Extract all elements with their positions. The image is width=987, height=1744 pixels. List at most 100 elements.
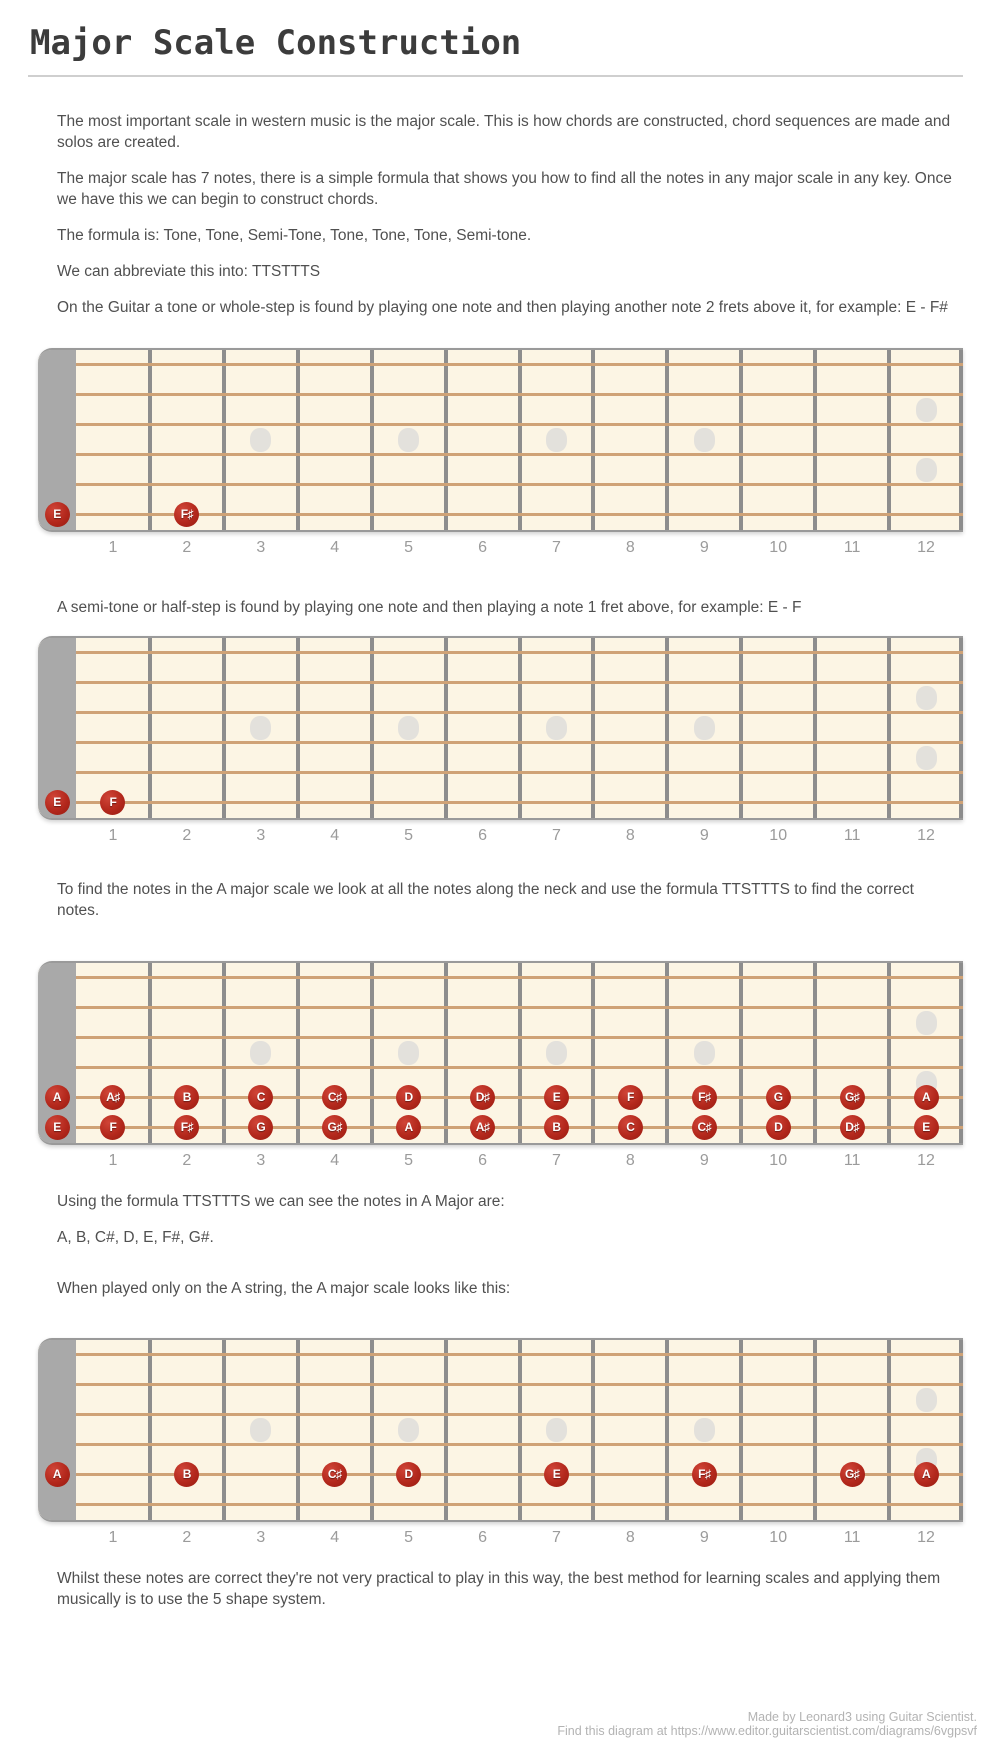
fret-line xyxy=(147,963,152,1143)
paragraph-abbreviation: We can abbreviate this into: TTSTTTS xyxy=(57,263,321,280)
note-marker: A xyxy=(396,1115,422,1140)
inlay-dot-icon xyxy=(693,715,715,740)
inlay-dot-icon xyxy=(250,715,272,740)
note-marker: F♯ xyxy=(691,1085,717,1110)
fretboard-nut xyxy=(38,638,76,818)
fretboard-diagram-tone-example: E F♯ 1 2 3 4 5 6 7 8 9 10 11 12 xyxy=(38,348,963,566)
fret-number: 12 xyxy=(917,827,935,844)
note-marker: A xyxy=(913,1085,939,1110)
fret-line xyxy=(959,963,963,1143)
string-line xyxy=(76,1126,963,1129)
fret-line xyxy=(739,638,744,818)
string-line xyxy=(76,1036,963,1039)
fret-number: 8 xyxy=(625,539,635,556)
fret-line xyxy=(813,350,818,530)
note-marker: A♯ xyxy=(470,1115,496,1140)
fret-number: 4 xyxy=(330,1529,340,1546)
fret-number: 7 xyxy=(552,827,561,844)
inlay-dot-icon xyxy=(250,1040,272,1065)
fret-line xyxy=(665,963,670,1143)
page-title: Major Scale Construction xyxy=(30,23,522,63)
fret-number: 6 xyxy=(478,1529,487,1546)
note-marker: A xyxy=(44,1462,70,1487)
fret-line xyxy=(813,1340,818,1520)
fret-line xyxy=(295,1340,300,1520)
inlay-dot-icon xyxy=(398,715,420,740)
fret-line xyxy=(295,963,300,1143)
note-marker: F xyxy=(100,1115,126,1140)
note-marker: C♯ xyxy=(322,1462,348,1487)
fret-number-row: 1 2 3 4 5 6 7 8 9 10 11 12 xyxy=(38,820,963,854)
fret-number: 5 xyxy=(404,1152,414,1169)
fret-line xyxy=(665,1340,670,1520)
fret-line xyxy=(221,963,226,1143)
fret-number: 3 xyxy=(256,539,266,556)
paragraph-a-string-only: When played only on the A string, the A … xyxy=(57,1280,511,1297)
fret-number: 5 xyxy=(404,1529,414,1546)
fret-line xyxy=(591,350,596,530)
fretboard: A B C♯ D E F♯ G♯ A xyxy=(38,1338,963,1522)
fret-line xyxy=(813,638,818,818)
fret-number: 4 xyxy=(330,1152,340,1169)
inlay-dot-icon xyxy=(693,1040,715,1065)
note-marker: B xyxy=(174,1462,200,1487)
note-marker: G♯ xyxy=(839,1085,865,1110)
paragraph-formula: The formula is: Tone, Tone, Semi-Tone, T… xyxy=(57,227,532,244)
fret-number: 1 xyxy=(108,827,118,844)
note-marker: E xyxy=(543,1085,569,1110)
inlay-dot-icon xyxy=(545,427,567,452)
note-marker: A xyxy=(44,1085,70,1110)
fretboard: A A♯ B C C♯ D D♯ E F F♯ G G♯ A E F F♯ G G♯ A A♯ B C C♯ D D♯ E xyxy=(38,961,963,1145)
fret-number-row: 1 2 3 4 5 6 7 8 9 10 11 12 xyxy=(38,532,963,566)
fret-number: 11 xyxy=(843,539,861,556)
note-marker: G♯ xyxy=(839,1462,865,1487)
fret-line xyxy=(591,638,596,818)
note-marker: E xyxy=(913,1115,939,1140)
title-divider xyxy=(28,75,963,77)
fret-number: 6 xyxy=(478,827,487,844)
fret-number: 2 xyxy=(182,539,192,556)
note-marker: C xyxy=(617,1115,643,1140)
fret-line xyxy=(517,638,522,818)
string-line xyxy=(76,976,963,979)
inlay-dot-icon xyxy=(915,1387,937,1412)
fret-number: 7 xyxy=(552,539,561,556)
note-marker: A♯ xyxy=(100,1085,126,1110)
string-line xyxy=(76,1413,963,1416)
fretboard-diagram-semitone-example: E F 1 2 3 4 5 6 7 8 9 10 11 12 xyxy=(38,636,963,854)
note-marker: D♯ xyxy=(839,1115,865,1140)
fret-number: 5 xyxy=(404,539,414,556)
paragraph-tone-example: On the Guitar a tone or whole-step is fo… xyxy=(57,299,948,316)
string-line xyxy=(76,1383,963,1386)
fret-number-row: 1 2 3 4 5 6 7 8 9 10 11 12 xyxy=(38,1145,963,1179)
note-marker: C♯ xyxy=(691,1115,717,1140)
page-footer: Made by Leonard3 using Guitar Scientist.… xyxy=(557,1710,977,1738)
inlay-dot-icon xyxy=(545,1040,567,1065)
fret-number: 12 xyxy=(917,1152,935,1169)
fret-line xyxy=(147,1340,152,1520)
fret-line xyxy=(959,350,963,530)
fret-number: 7 xyxy=(552,1529,561,1546)
fret-number: 10 xyxy=(769,827,788,844)
note-marker: G xyxy=(765,1085,791,1110)
fret-line xyxy=(443,963,448,1143)
note-marker: B xyxy=(174,1085,200,1110)
string-line xyxy=(76,801,963,804)
fret-number: 2 xyxy=(182,1529,192,1546)
fret-line xyxy=(443,1340,448,1520)
inlay-dot-icon xyxy=(545,1417,567,1442)
fret-line xyxy=(147,350,152,530)
note-marker: F♯ xyxy=(691,1462,717,1487)
fret-line xyxy=(369,350,374,530)
string-line xyxy=(76,1473,963,1476)
footer-made-by: Made by Leonard3 using Guitar Scientist. xyxy=(747,1710,977,1724)
inlay-dot-icon xyxy=(398,1417,420,1442)
fret-number: 1 xyxy=(108,539,118,556)
fret-number: 1 xyxy=(108,1152,118,1169)
fret-number: 12 xyxy=(917,539,935,556)
fret-number: 9 xyxy=(699,539,709,556)
string-line xyxy=(76,771,963,774)
fret-number: 3 xyxy=(256,827,266,844)
fret-number: 3 xyxy=(256,1529,266,1546)
